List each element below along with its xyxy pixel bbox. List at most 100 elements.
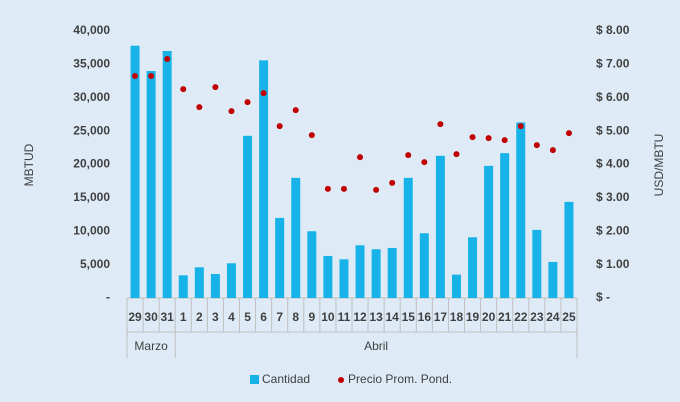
x-tick-label: 30 <box>144 310 158 324</box>
price-point <box>164 56 171 63</box>
x-tick-label: 7 <box>276 310 283 324</box>
y-tick-label: 5,000 <box>80 257 110 271</box>
x-tick-label: 1 <box>180 310 187 324</box>
y-tick-label: - <box>106 290 110 304</box>
bar <box>243 135 253 298</box>
x-tick-label: 13 <box>369 310 383 324</box>
price-point <box>565 130 572 137</box>
bar <box>323 255 333 298</box>
price-point <box>324 185 331 192</box>
x-tick-label: 16 <box>418 310 432 324</box>
y2-axis-title: USD/MBTU <box>652 134 666 197</box>
x-tick-label: 8 <box>292 310 299 324</box>
bar <box>162 51 172 299</box>
bar <box>419 233 429 298</box>
bar <box>564 201 574 298</box>
x-tick-label: 10 <box>321 310 335 324</box>
bar <box>291 177 301 298</box>
price-point <box>437 121 444 128</box>
price-point <box>196 104 203 111</box>
bar <box>468 237 478 298</box>
price-point <box>533 142 540 149</box>
x-tick-label: 12 <box>353 310 367 324</box>
y-tick-label: 35,000 <box>73 57 110 71</box>
x-tick-label: 31 <box>160 310 174 324</box>
x-tick-label: 6 <box>260 310 267 324</box>
y2-tick-label: $ 3.00 <box>596 190 630 204</box>
y2-tick-label: $ 2.00 <box>596 223 630 237</box>
x-tick-label: 29 <box>128 310 142 324</box>
price-point <box>276 123 283 130</box>
x-tick-label: 5 <box>244 310 251 324</box>
y2-tick-label: $ 7.00 <box>596 57 630 71</box>
price-point <box>549 147 556 154</box>
price-point <box>389 179 396 186</box>
price-point <box>373 186 380 193</box>
y-tick-label: 30,000 <box>73 90 110 104</box>
x-tick-label: 4 <box>228 310 235 324</box>
price-point <box>308 132 315 139</box>
x-tick-label: 14 <box>385 310 399 324</box>
bar <box>146 71 156 298</box>
y-axis-title: MBTUD <box>22 143 36 186</box>
price-point <box>517 123 524 130</box>
x-tick-label: 18 <box>450 310 464 324</box>
y-tick-label: 20,000 <box>73 157 110 171</box>
price-point <box>212 84 219 91</box>
price-point <box>405 152 412 159</box>
price-point <box>421 159 428 166</box>
price-point <box>148 73 155 80</box>
bar <box>451 274 461 298</box>
price-point <box>244 99 251 106</box>
y2-tick-label: $ 6.00 <box>596 90 630 104</box>
x-tick-label: 11 <box>338 310 351 324</box>
x-tick-label: 9 <box>308 310 315 324</box>
x-tick-label: 22 <box>514 310 528 324</box>
price-point <box>132 73 139 80</box>
x-tick-label: 3 <box>212 310 219 324</box>
y-tick-label: 15,000 <box>73 190 110 204</box>
y2-tick-label: $ 8.00 <box>596 23 630 37</box>
bar <box>500 153 510 298</box>
x-tick-label: 17 <box>434 310 448 324</box>
x-tick-label: 19 <box>466 310 480 324</box>
bar <box>194 267 204 298</box>
bar <box>532 229 542 298</box>
bar <box>259 60 269 299</box>
price-point <box>469 134 476 141</box>
y-tick-label: 10,000 <box>73 223 110 237</box>
bar <box>178 275 188 298</box>
price-point <box>453 151 460 158</box>
price-point <box>501 137 508 144</box>
y2-tick-label: $ 4.00 <box>596 157 630 171</box>
y2-tick-label: $ 1.00 <box>596 257 630 271</box>
bar <box>339 259 349 298</box>
x-tick-label: 21 <box>498 310 512 324</box>
y-tick-label: 25,000 <box>73 123 110 137</box>
legend-swatch <box>250 375 259 384</box>
bar <box>210 273 220 298</box>
bar <box>516 122 526 298</box>
x-tick-label: 20 <box>482 310 496 324</box>
y-tick-label: 40,000 <box>73 23 110 37</box>
x-tick-label: 25 <box>562 310 576 324</box>
bar <box>371 249 381 298</box>
bar <box>226 263 236 298</box>
group-label: Abril <box>364 339 388 353</box>
bar <box>403 177 413 298</box>
legend-label: Precio Prom. Pond. <box>348 372 452 386</box>
price-point <box>340 185 347 192</box>
bar <box>275 217 285 298</box>
y2-tick-label: $ - <box>596 290 610 304</box>
bar <box>307 231 317 298</box>
legend-label: Cantidad <box>262 372 310 386</box>
x-tick-label: 23 <box>530 310 544 324</box>
bar <box>130 45 140 299</box>
bar <box>355 245 365 298</box>
price-point <box>357 154 364 161</box>
x-tick-label: 24 <box>546 310 560 324</box>
x-tick-label: 2 <box>196 310 203 324</box>
x-tick-label: 15 <box>402 310 416 324</box>
bar <box>484 165 494 298</box>
